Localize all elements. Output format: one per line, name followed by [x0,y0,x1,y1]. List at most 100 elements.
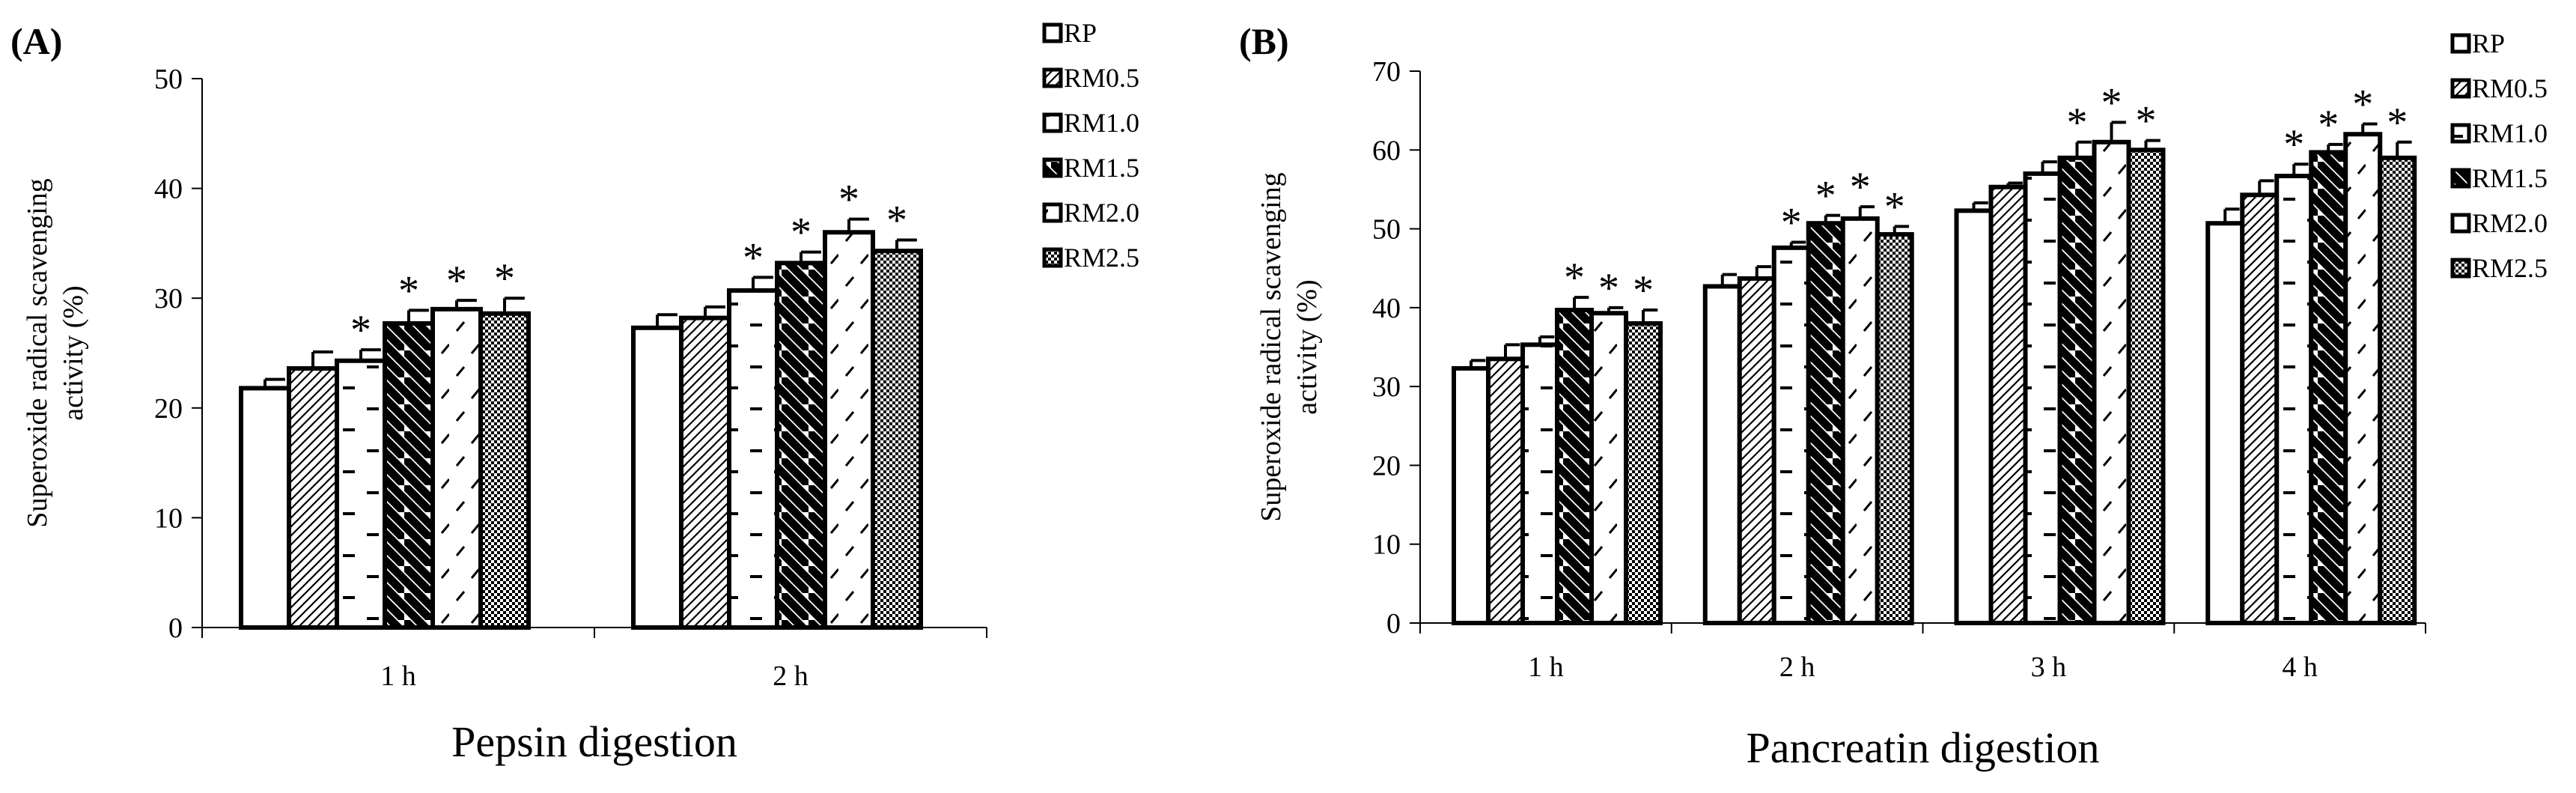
bar-rp [1702,284,1742,625]
bar-rp [1452,365,1491,625]
significance-star: * [350,307,371,353]
bar-rm1-5 [2057,155,2097,626]
y-axis-label: activity (%) [1291,279,1323,414]
x-axis-label: Pepsin digestion [451,717,737,766]
y-axis-label: Superoxide radical scavenging [22,178,53,527]
panel-a-label: (A) [10,20,62,62]
significance-star: * [791,210,812,256]
panel-a-chart: 0 10 20 30 40 50 1 h * * * * 2 h * * * * Superoxide radi… [22,18,1139,766]
bar-rm0-5 [2240,192,2280,625]
y-tick-label: 50 [1372,214,1401,246]
bar-rm2-0 [823,230,875,630]
legend-label: RM2.5 [1064,243,1139,273]
legend-swatch [1042,157,1063,178]
x-tick-label: 3 h [2031,651,2067,683]
bar-rp [239,386,291,630]
y-tick-label: 0 [1386,608,1401,639]
bar-rm1-5 [1555,308,1594,625]
significance-star: * [838,177,859,223]
x-axis-label: Pancreatin digestion [1747,723,2100,772]
y-tick-label: 60 [1372,135,1401,166]
bar-rm2-5 [2126,148,2166,626]
legend-swatch [1042,202,1063,223]
significance-star: * [446,258,467,304]
legend-label: RM2.0 [2472,208,2548,238]
bar-rm0-5 [1988,184,2028,625]
bar-rm2-5 [1624,320,1663,625]
bar-rm2-5 [2378,155,2417,626]
y-tick-label: 20 [154,393,183,425]
significance-star: * [2283,121,2304,168]
legend-swatch [2450,78,2471,99]
bar-rm2-0 [1840,216,1880,625]
legend-label: RM1.0 [2472,118,2548,148]
bar-rm1-5 [383,320,435,630]
legend-label: RM2.0 [1064,198,1139,228]
bar-rm1-5 [775,261,827,630]
legend-swatch [2450,258,2471,279]
legend-label: RP [1064,18,1097,48]
significance-star: * [1884,183,1905,230]
legend-swatch [1042,67,1063,88]
significance-star: * [1564,255,1585,301]
bar-rm1-0 [2274,174,2314,625]
significance-star: * [743,234,764,281]
y-tick-label: 50 [154,64,183,95]
legend-swatch [1042,112,1063,133]
bar-rm1-0 [1771,245,1811,625]
significance-star: * [1598,265,1619,312]
significance-star: * [494,255,515,302]
y-tick-label: 10 [154,502,183,534]
x-tick-label: 1 h [1528,651,1564,683]
y-tick-label: 30 [154,283,183,315]
y-axis-label: activity (%) [58,285,89,420]
x-tick-label: 2 h [773,660,809,692]
significance-star: * [886,198,907,244]
legend-label: RM1.5 [1064,153,1139,183]
bar-rm1-5 [1806,221,1845,625]
y-tick-label: 20 [1372,450,1401,481]
y-tick-label: 40 [1372,293,1401,324]
bar-rm1-0 [1520,342,1559,625]
bar-rm0-5 [1737,276,1776,625]
bar-rp [1954,208,1994,625]
significance-star: * [2318,102,2339,148]
y-tick-label: 30 [1372,371,1401,403]
y-axis-label: Superoxide radical scavenging [1255,172,1287,521]
bar-rm0-5 [287,366,339,630]
significance-star: * [1633,267,1654,314]
bar-rm2-5 [871,249,923,630]
y-tick-label: 70 [1372,56,1401,88]
legend-swatch [2450,123,2471,144]
bar-rm1-0 [727,288,779,630]
x-tick-label: 2 h [1779,651,1815,683]
legend-swatch [1042,22,1063,43]
significance-star: * [2067,100,2088,146]
significance-star: * [2101,79,2122,126]
legend-swatch [2450,213,2471,234]
legend-label: RM0.5 [2472,73,2548,103]
bar-rp [631,325,683,630]
bar-rm1-5 [2309,150,2348,626]
y-tick-label: 0 [168,613,183,644]
legend-label: RP [2472,28,2505,58]
legend-label: RM1.0 [1064,108,1139,138]
significance-star: * [1815,173,1836,219]
legend-label: RM2.5 [2472,253,2548,283]
bar-rm0-5 [679,315,731,630]
significance-star: * [2387,100,2408,146]
legend-swatch [2450,33,2471,54]
x-tick-label: 4 h [2282,651,2318,683]
bar-rm2-0 [1589,311,1628,625]
bar-rm2-0 [2343,132,2383,625]
bar-rm2-5 [478,311,531,630]
significance-star: * [2136,98,2157,145]
bar-rm1-0 [2023,171,2062,626]
bar-rm2-5 [1875,231,1914,626]
significance-star: * [1850,164,1871,210]
x-tick-label: 1 h [380,660,416,692]
y-tick-label: 40 [154,174,183,205]
y-tick-label: 10 [1372,529,1401,561]
significance-star: * [398,267,419,314]
